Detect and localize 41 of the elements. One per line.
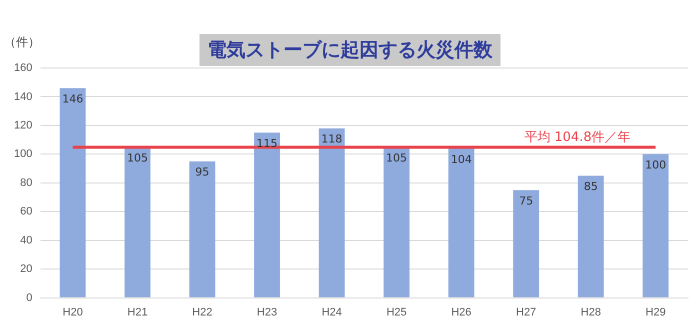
bar [124,146,150,298]
y-tick-label: 40 [20,234,32,246]
y-tick-label: 100 [14,148,32,160]
data-label: 85 [584,180,598,194]
x-tick-label: H26 [451,306,472,318]
bar [578,176,604,298]
y-tick-label: 0 [26,292,32,304]
bar [254,132,280,298]
x-tick-label: H29 [646,306,666,318]
data-label: 118 [321,132,342,146]
bar [642,154,669,298]
y-axis-title: （件） [4,34,40,51]
ref-line-label: 平均 104.8件／年 [524,130,631,146]
x-tick-label: H20 [62,306,83,318]
chart-title: 電気ストーブに起因する火災件数 [200,34,500,66]
bar [448,148,474,298]
bar [189,161,216,298]
data-label: 104 [450,152,472,166]
y-tick-label: 140 [14,90,32,103]
x-tick-label: H21 [127,306,148,318]
x-tick-label: H25 [386,306,407,318]
data-label: 95 [195,166,210,179]
bar [513,190,540,298]
bar [60,88,86,298]
y-tick-label: 60 [20,206,32,218]
data-label: 105 [386,151,408,164]
y-tick-label: 160 [14,62,32,74]
bar [384,146,410,298]
x-tick-label: H27 [516,306,536,318]
x-tick-label: H22 [192,306,212,318]
y-tick-label: 20 [20,263,32,276]
data-label: 75 [519,194,534,208]
x-tick-label: H28 [580,306,601,318]
y-tick-label: 80 [20,176,32,189]
data-label: 146 [62,92,84,106]
y-tick-label: 120 [14,119,32,132]
x-tick-label: H24 [322,306,342,318]
bar [318,128,345,298]
data-label: 100 [645,158,666,172]
x-tick-label: H23 [256,306,278,318]
data-label: 105 [127,151,148,164]
